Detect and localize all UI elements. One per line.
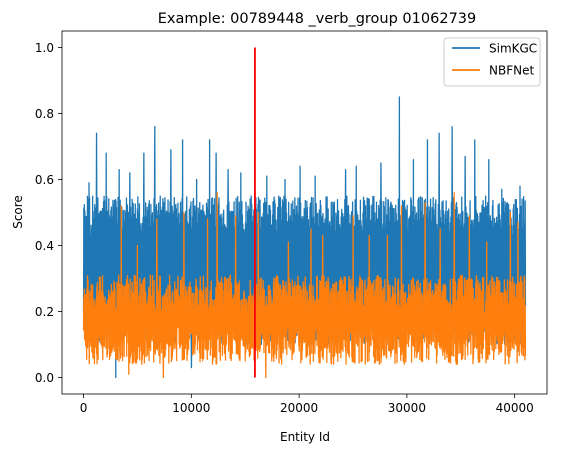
- legend: SimKGC NBFNet: [443, 37, 541, 87]
- y-axis-label: Score: [11, 195, 25, 229]
- legend-label-nbfnet: NBFNet: [489, 64, 534, 78]
- y-axis-ticks: 0.0 0.2 0.4 0.6 0.8 1.0: [35, 41, 62, 385]
- chart-title: Example: 00789448 _verb_group 01062739: [158, 11, 477, 27]
- series-line-nbfnet: [82, 192, 527, 379]
- x-tick-label: 10000: [172, 401, 210, 415]
- legend-label-simkgc: SimKGC: [489, 42, 537, 56]
- x-tick-label: 20000: [280, 401, 318, 415]
- series-layer: [82, 96, 527, 379]
- y-tick-label: 0.0: [35, 371, 54, 385]
- y-tick-label: 0.4: [35, 239, 54, 253]
- x-axis-ticks: 0 10000 20000 30000 40000: [80, 394, 534, 415]
- y-tick-label: 0.6: [35, 173, 54, 187]
- legend-frame: [443, 37, 541, 87]
- x-tick-label: 30000: [388, 401, 426, 415]
- x-tick-label: 0: [80, 401, 88, 415]
- plot-area: [61, 30, 548, 395]
- plot-frame: [61, 30, 548, 395]
- y-tick-label: 0.8: [35, 107, 54, 121]
- y-tick-label: 0.2: [35, 305, 54, 319]
- y-tick-label: 1.0: [35, 41, 54, 55]
- x-tick-label: 40000: [496, 401, 534, 415]
- x-axis-label: Entity Id: [280, 430, 330, 444]
